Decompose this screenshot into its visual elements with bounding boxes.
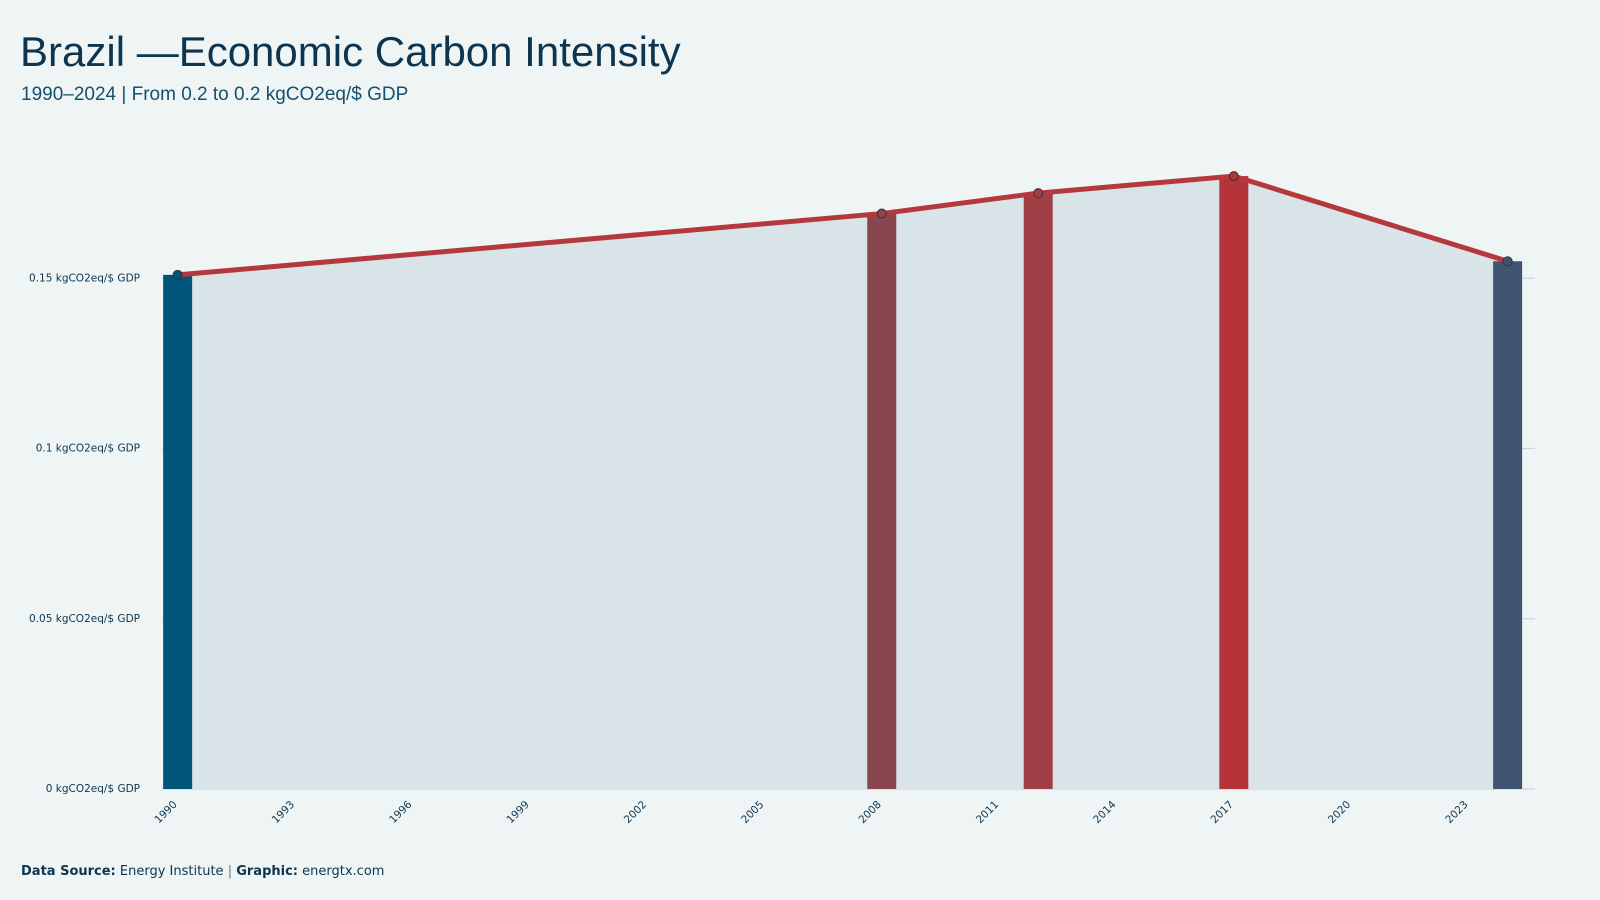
source: Energy Institute <box>120 864 224 879</box>
y-tick-label: 0 kgCO2eq/$ GDP <box>46 783 140 795</box>
y-tick-label: 0.05 kgCO2eq/$ GDP <box>29 613 140 625</box>
x-tick-label: 2002 <box>622 799 649 826</box>
point <box>1228 171 1239 182</box>
graphic: energtx.com <box>302 864 384 879</box>
point <box>1033 188 1044 199</box>
y-tick-label: 0.15 kgCO2eq/$ GDP <box>29 272 140 284</box>
x-tick-label: 1990 <box>152 799 179 826</box>
separator: | <box>228 864 232 879</box>
y-tick-label: 0.1 kgCO2eq/$ GDP <box>36 443 140 455</box>
footer: Data Source: Energy Institute | Graphic:… <box>21 864 384 879</box>
bar <box>1023 193 1053 789</box>
point <box>876 208 887 219</box>
x-tick-label: 2014 <box>1091 798 1119 826</box>
x-tick-label: 2020 <box>1326 799 1353 826</box>
bar <box>163 274 193 790</box>
point <box>172 269 183 280</box>
x-tick-label: 1996 <box>387 798 415 826</box>
area <box>177 176 1508 790</box>
x-tick-label: 2023 <box>1443 799 1470 826</box>
point <box>1502 256 1513 267</box>
bar <box>1219 176 1249 790</box>
x-tick-label: 1993 <box>270 799 297 826</box>
x-tick-label: 2005 <box>739 799 766 826</box>
x-tick-label: 2008 <box>856 799 883 826</box>
x-tick-label: 2011 <box>974 799 1001 826</box>
graphic-label: Graphic: <box>236 864 298 879</box>
x-tick-label: 1999 <box>504 799 531 826</box>
plot-area: 0 kgCO2eq/$ GDP 0.05 kgCO2eq/$ GDP 0.1 kgC… <box>29 171 1535 826</box>
chart-subtitle: 1990–2024 | From 0.2 to 0.2 kgCO2eq/$ GD… <box>21 84 408 105</box>
bar <box>1493 261 1523 790</box>
bar <box>867 213 897 789</box>
source-label: Data Source: <box>21 864 116 879</box>
x-tick-label: 2017 <box>1209 799 1236 826</box>
chart-title: Brazil —Economic Carbon Intensity <box>20 28 681 75</box>
